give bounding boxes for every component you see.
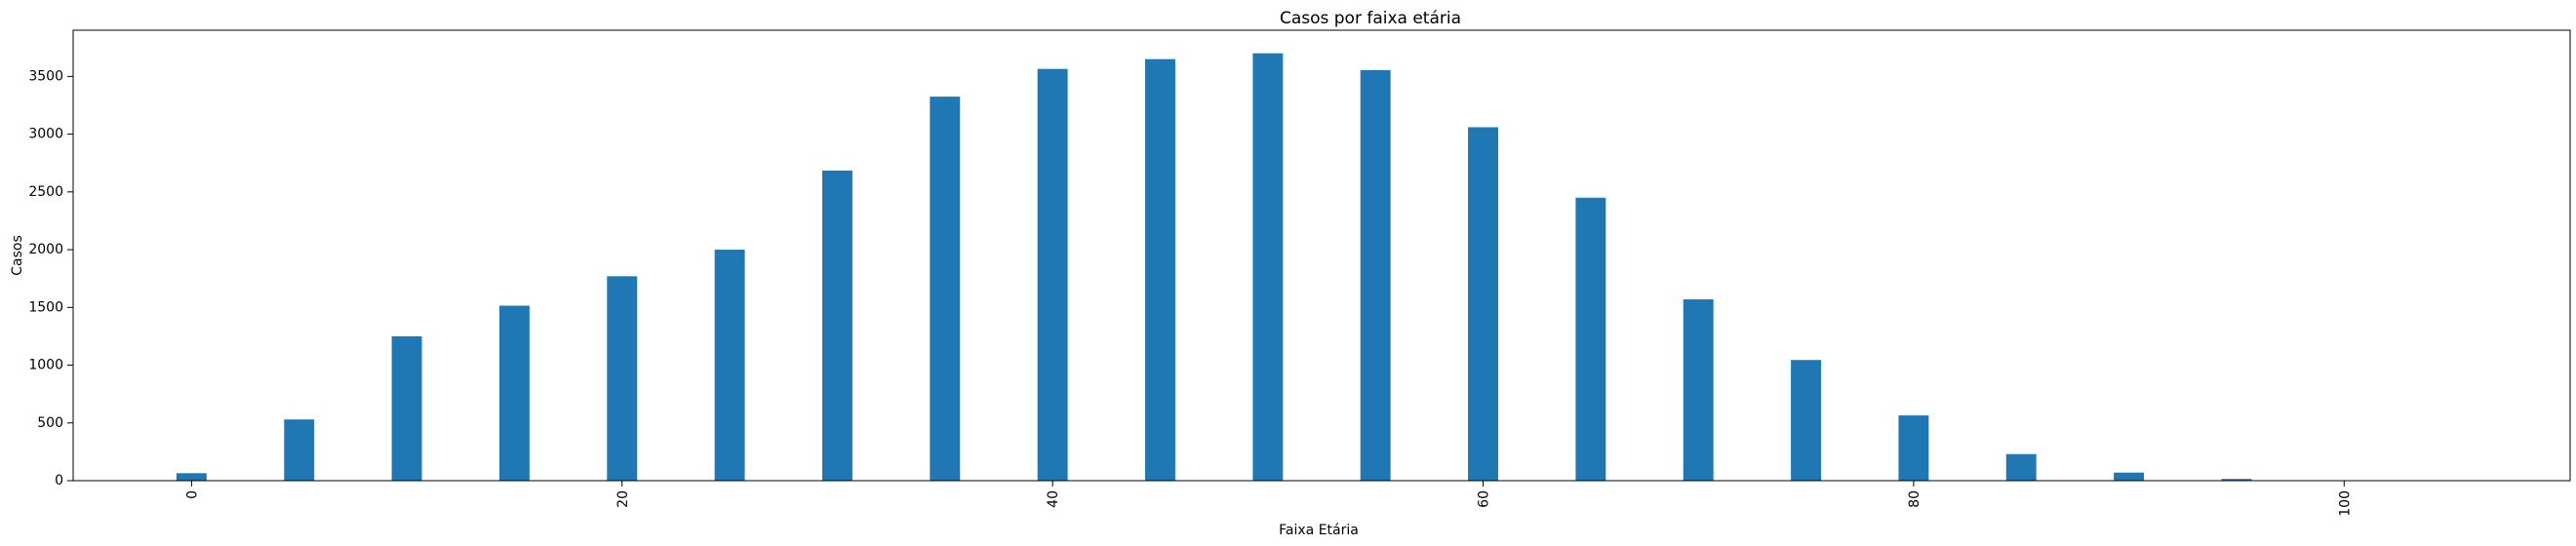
y-tick-label: 0	[55, 473, 63, 488]
x-tick-label: 60	[1477, 490, 1492, 508]
bar-30	[822, 170, 852, 481]
bar-15	[498, 305, 530, 481]
y-tick-label: 2000	[28, 242, 63, 257]
bar-45	[1145, 58, 1175, 482]
bar-40	[1037, 68, 1068, 482]
bar-90	[2114, 472, 2145, 481]
y-ticks: 0 500 1000 1500 2000 2500 3000 3500	[28, 68, 73, 488]
bar-20	[607, 276, 638, 481]
bar-0	[176, 473, 207, 481]
x-ticks: 0 20 40 60 80 100	[184, 481, 2353, 517]
bar-50	[1252, 53, 1284, 481]
y-tick-label: 500	[37, 415, 63, 431]
bar-55	[1360, 69, 1391, 482]
bars-group	[176, 53, 2252, 482]
x-tick-label: 80	[1907, 490, 1922, 508]
x-tick-label: 40	[1046, 490, 1061, 508]
y-tick-label: 1500	[28, 299, 63, 315]
y-tick-label: 1000	[28, 358, 63, 373]
bar-5	[284, 419, 315, 481]
x-tick-label: 0	[184, 490, 200, 499]
plot-frame	[72, 29, 2571, 482]
y-tick-label: 2500	[28, 184, 63, 200]
x-tick-label: 100	[2337, 490, 2353, 517]
bar-80	[1898, 415, 1929, 481]
bar-85	[2005, 453, 2037, 481]
x-tick-label: 20	[615, 490, 631, 508]
y-tick-label: 3000	[28, 127, 63, 142]
bar-95	[2221, 479, 2252, 481]
bar-60	[1468, 127, 1498, 481]
bar-70	[1683, 299, 1714, 481]
chart-title: Casos por faixa etária	[1280, 9, 1461, 28]
bar-25	[714, 250, 745, 481]
bar-75	[1791, 360, 1821, 481]
bar-10	[391, 335, 422, 481]
x-axis-label: Faixa Etária	[1279, 523, 1359, 538]
bar-65	[1575, 197, 1606, 481]
bar-35	[930, 97, 961, 482]
y-axis-label: Casos	[10, 235, 25, 276]
y-tick-label: 3500	[28, 68, 63, 84]
